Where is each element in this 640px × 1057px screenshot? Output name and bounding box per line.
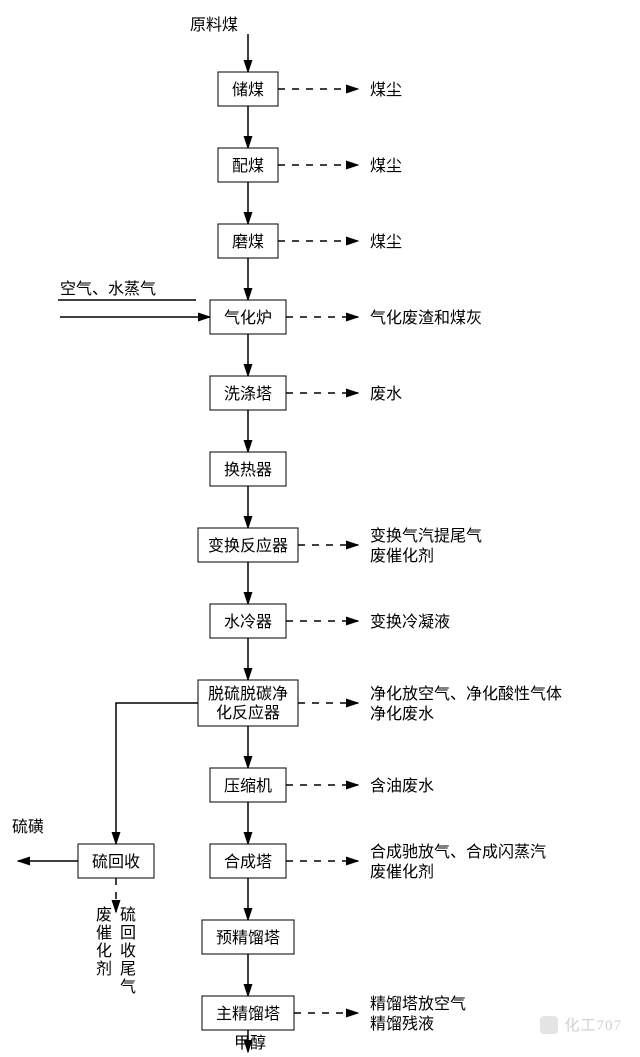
text-label: 水冷器	[224, 613, 272, 631]
label-waste-n11-0: 合成驰放气、合成闪蒸汽	[370, 843, 546, 861]
text-label: 换热器	[224, 461, 272, 479]
label-sulfur-waste-1-2: 收	[120, 942, 136, 960]
label-waste-n11-1: 废催化剂	[370, 863, 434, 881]
label-waste-n4-0: 气化废渣和煤灰	[370, 309, 482, 327]
arrow-n9-to-sulfur	[116, 703, 198, 844]
text-label: 合成塔	[224, 853, 272, 871]
text-label: 洗涤塔	[224, 385, 272, 403]
text-label: 硫回收	[92, 853, 140, 871]
text-label: 化反应器	[216, 703, 280, 722]
label-waste-n13-0: 精馏塔放空气	[370, 995, 466, 1013]
text-label: 压缩机	[224, 777, 272, 795]
text-label: 配煤	[232, 157, 264, 175]
label-waste-n13-1: 精馏残液	[370, 1015, 434, 1033]
label-sulfur-waste-0-2: 化	[96, 942, 112, 960]
label-waste-n1-0: 煤尘	[370, 81, 402, 99]
label-sulfur-waste-0-1: 催	[96, 924, 112, 942]
label-sulfur-waste-1-0: 硫	[120, 906, 136, 924]
wechat-icon	[540, 1016, 558, 1034]
label-waste-n9-1: 净化废水	[370, 705, 434, 723]
label-sulfur-waste-1-1: 回	[120, 925, 136, 942]
text-label: 储煤	[232, 81, 264, 99]
label-waste-n3-0: 煤尘	[370, 233, 402, 251]
label-top-input: 原料煤	[190, 16, 238, 34]
text-label: 气化炉	[224, 309, 272, 327]
label-sulfur-waste-1-3: 尾	[120, 961, 136, 978]
text-label: 变换反应器	[208, 536, 288, 555]
label-sulfur-out: 硫磺	[12, 818, 44, 836]
label-sulfur-waste-0-3: 剂	[96, 960, 112, 978]
label-waste-n7-0: 变换气汽提尾气	[370, 527, 482, 545]
text-label: 预精馏塔	[216, 929, 280, 947]
watermark: 化工707	[540, 1014, 622, 1035]
label-sulfur-waste-1-4: 气	[120, 978, 136, 996]
label-waste-n5-0: 废水	[370, 385, 402, 403]
label-waste-n2-0: 煤尘	[370, 157, 402, 175]
text-label: 脱硫脱碳净	[208, 685, 288, 703]
label-waste-n9-0: 净化放空气、净化酸性气体	[370, 685, 562, 703]
text-label: 磨煤	[232, 233, 264, 251]
text-label: 主精馏塔	[216, 1005, 280, 1023]
process-flowchart: 储煤配煤磨煤气化炉洗涤塔换热器变换反应器水冷器脱硫脱碳净化反应器压缩机合成塔预精…	[0, 0, 640, 1057]
watermark-text: 化工707	[564, 1014, 622, 1035]
label-waste-n10-0: 含油废水	[370, 777, 434, 795]
label-waste-n7-1: 废催化剂	[370, 547, 434, 565]
label-waste-n8-0: 变换冷凝液	[370, 613, 450, 631]
label-bottom-output: 甲醇	[234, 1034, 266, 1052]
label-sulfur-waste-0-0: 废	[96, 906, 112, 924]
label-side-input: 空气、水蒸气	[60, 280, 156, 298]
